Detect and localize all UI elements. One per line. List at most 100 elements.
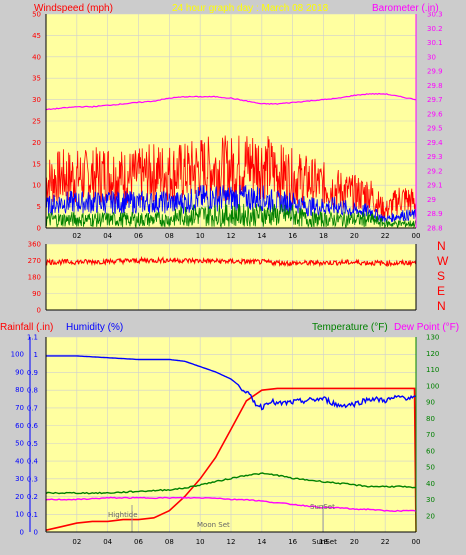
wind-tick-label: 10 [32,182,41,190]
barometer-tick-label: 29.5 [427,125,443,133]
humidity-tick-label: 90 [15,368,24,376]
barometer-tick-label: 29.8 [427,82,443,90]
barometer-tick-label: 30.1 [427,39,443,47]
compass-label: S [437,269,445,283]
lower-x-tick-label: 14 [257,538,266,546]
graph-title: 24 hour graph day : March 08 2018 [172,3,329,14]
rain-humidity-temp-panel: Hightide Moon Set SunSet 0 0.1 0.2 0.3 0.4 0.… [11,334,440,547]
barometer-tick-label: 30 [427,53,436,61]
barometer-axis-title: Barometer (.in) [372,3,439,14]
rain-tick-label: 0 [34,529,38,537]
wind-series-low [45,203,417,229]
humidity-tick-label: 50 [15,440,24,448]
moonset-label: Moon Set [197,521,230,529]
humidity-tick-label: 20 [15,493,24,501]
barometer-tick-label: 29.4 [427,139,443,147]
rain-tick-label: 0.8 [27,387,38,395]
wind-x-tick-label: 04 [103,232,112,240]
wind-x-tick-label: 18 [319,232,328,240]
compass-label: N [437,299,446,313]
rain-tick-label: 0.3 [27,475,38,483]
dewpoint-axis-title: Dew Point (°F) [394,322,459,333]
lower-x-tick-label: 16 [288,538,297,546]
lower-x-tick-label: 10 [196,538,205,546]
wind-tick-label: 30 [32,96,41,104]
barometer-tick-label: 30.3 [427,11,443,19]
lower-x-tick-label: 20 [350,538,359,546]
wind-tick-label: 15 [32,160,41,168]
humidity-line [46,355,417,411]
rain-tick-label: 1 [34,351,38,359]
wind-tick-label: 50 [32,11,41,19]
rain-tick-label: 0.1 [27,511,38,519]
direction-tick-label: 270 [28,257,41,265]
wind-tick-label: 0 [37,225,41,233]
lower-x-tick-label: 04 [103,538,112,546]
lower-x-tick-label: 00 [412,538,421,546]
wind-tick-label: 20 [32,139,41,147]
barometer-tick-label: 29.7 [427,96,443,104]
direction-line [45,255,417,268]
temperature-tick-label: 70 [426,431,435,439]
temperature-tick-label: 100 [426,382,439,390]
wind-series-gust [45,135,417,219]
lower-x-tick-label: 02 [72,538,81,546]
barometer-tick-label: 29.2 [427,167,443,175]
temperature-tick-label: 130 [426,334,439,342]
sunset-axis-label: SunSet [312,538,337,546]
humidity-tick-label: 40 [15,457,24,465]
barometer-tick-label: 28.9 [427,210,443,218]
barometer-tick-label: 29.9 [427,68,443,76]
lower-x-tick-label: 22 [381,538,390,546]
wind-x-tick-label: 12 [227,232,236,240]
wind-x-tick-label: 00 [412,232,421,240]
direction-tick-label: 90 [32,290,41,298]
temperature-tick-label: 60 [426,447,435,455]
rain-tick-label: 0.6 [27,422,39,430]
humidity-tick-label: 30 [15,475,24,483]
barometer-tick-label: 30.2 [427,25,443,33]
compass-label: W [437,254,449,268]
wind-barometer-panel: 0 5 10 15 20 25 30 35 40 45 50 28.8 28.9 29 29.1 29.2 2… [32,11,443,241]
windspeed-axis-title: Windspeed (mph) [34,3,113,14]
wind-tick-label: 40 [32,53,41,61]
wind-x-tick-label: 14 [257,232,266,240]
sunset-label: SunSet [310,503,335,511]
humidity-tick-label: 80 [15,386,24,394]
direction-tick-label: 0 [37,307,41,315]
rain-tick-label: 0.5 [27,440,38,448]
humidity-tick-label: 70 [15,404,24,412]
wind-series-avg [45,184,417,223]
lower-x-tick-label: 18 [319,538,328,546]
rain-tick-label: 0.4 [27,458,39,466]
wind-x-tick-label: 20 [350,232,359,240]
temperature-tick-label: 80 [426,415,435,423]
temperature-tick-label: 50 [426,464,435,472]
barometer-tick-label: 29.6 [427,110,443,118]
temperature-axis-title: Temperature (°F) [312,322,388,333]
dewpoint-line [45,496,417,513]
wind-x-tick-label: 06 [134,232,143,240]
compass-label: E [437,284,445,298]
temperature-tick-label: 30 [426,496,435,504]
barometer-tick-label: 29.1 [427,182,443,190]
lower-x-tick-label: 06 [134,538,143,546]
lower-x-tick-label: 12 [227,538,236,546]
wind-x-tick-label: 02 [72,232,81,240]
direction-tick-label: 180 [28,274,41,282]
humidity-tick-label: 10 [15,511,24,519]
rain-tick-label: 0.2 [27,493,38,501]
temperature-tick-label: 20 [426,512,435,520]
barometer-tick-label: 29.3 [427,153,443,161]
rain-tick-label: 0.7 [27,404,38,412]
hightide-label: Hightide [108,511,138,519]
temperature-tick-label: 90 [426,399,435,407]
temperature-tick-label: 110 [426,366,439,374]
humidity-tick-label: 0 [20,529,24,537]
temperature-tick-label: 40 [426,480,435,488]
rainfall-axis-title: Rainfall (.in) [0,322,53,333]
wind-tick-label: 45 [32,32,41,40]
